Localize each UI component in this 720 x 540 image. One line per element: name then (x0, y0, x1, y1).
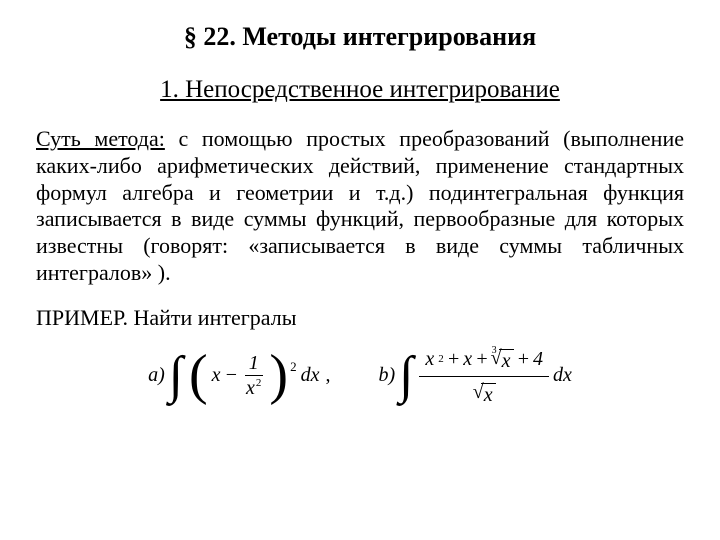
formula-a-minus: − (225, 364, 239, 387)
formula-row: a) ∫ ( x − 1 x2 ) 2 dx , b) ∫ x2 + (36, 345, 684, 406)
subsection-title: 1. Непосредственное интегрирование (36, 76, 684, 104)
section-title: § 22. Методы интегрирования (36, 22, 684, 52)
formula-b: b) ∫ x2 + x + 3 √ x + 4 (378, 345, 571, 406)
integral-sign-icon: ∫ (399, 360, 413, 391)
formula-b-denominator: √ x (467, 377, 502, 406)
formula-a-dx: dx (301, 364, 320, 387)
example-heading: ПРИМЕР. Найти интегралы (36, 305, 684, 331)
formula-a-x: x (212, 364, 221, 387)
square-root: √ x (473, 381, 496, 406)
formula-b-label: b) (378, 364, 395, 387)
formula-a-outer-exp: 2 (290, 359, 297, 375)
body-lead: Суть метода: (36, 126, 165, 151)
document-page: § 22. Методы интегрирования 1. Непосредс… (0, 0, 720, 406)
formula-a-comma: , (325, 364, 330, 387)
left-paren-icon: ( (189, 359, 208, 393)
formula-b-dx: dx (553, 364, 572, 387)
formula-b-numerator: x2 + x + 3 √ x + 4 (419, 345, 549, 377)
formula-a: a) ∫ ( x − 1 x2 ) 2 dx , (148, 353, 330, 398)
formula-a-num: 1 (245, 353, 263, 376)
formula-a-den: x2 (242, 376, 265, 398)
formula-a-label: a) (148, 364, 165, 387)
integral-sign-icon: ∫ (169, 360, 183, 391)
formula-b-fraction: x2 + x + 3 √ x + 4 √ x (419, 345, 549, 406)
cube-root: 3 √ x (492, 347, 514, 372)
formula-a-fraction: 1 x2 (242, 353, 265, 398)
method-description: Суть метода: с помощью простых преобразо… (36, 126, 684, 287)
right-paren-icon: ) (269, 359, 288, 393)
